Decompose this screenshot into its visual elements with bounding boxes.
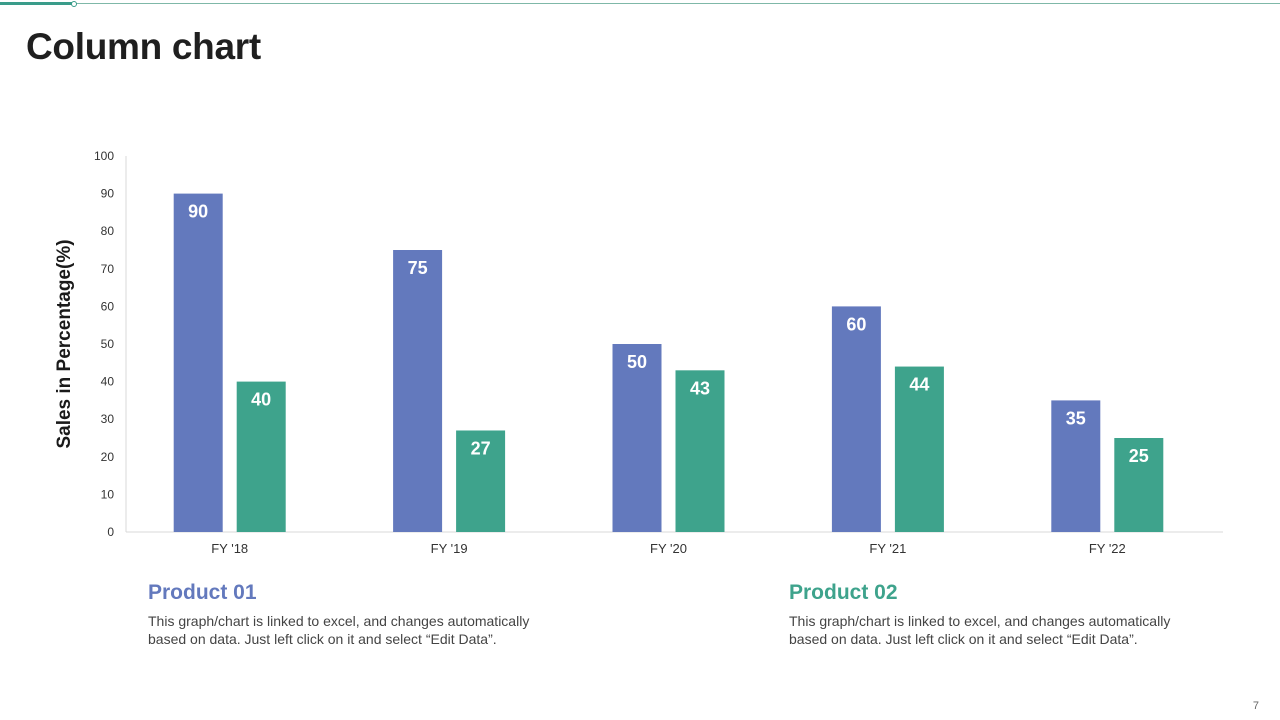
data-label-product-01: 50	[627, 352, 647, 372]
top-accent-bar	[0, 2, 74, 5]
bar-product-02[interactable]	[236, 381, 286, 532]
bar-product-01[interactable]	[393, 250, 443, 532]
y-tick-label: 30	[101, 412, 115, 426]
data-label-product-01: 90	[188, 202, 208, 222]
data-label-product-02: 40	[251, 390, 271, 410]
data-label-product-01: 75	[408, 258, 428, 278]
data-label-product-02: 44	[909, 375, 929, 395]
x-category-label: FY '18	[211, 541, 248, 556]
data-label-product-02: 25	[1129, 446, 1149, 466]
column-chart[interactable]: 0 10 20 30 40 50 60 70 80 90 100 Sales in Percentag…	[40, 140, 1240, 565]
data-label-product-02: 43	[690, 378, 710, 398]
y-tick-label: 50	[101, 337, 115, 351]
page-number: 7	[1252, 700, 1259, 712]
data-label-product-01: 35	[1066, 408, 1086, 428]
y-tick-label: 40	[101, 375, 115, 389]
page-title: Column chart	[26, 26, 261, 67]
product-01-description: This graph/chart is linked to excel, and…	[148, 613, 530, 647]
product-01-title: Product 01	[148, 581, 257, 604]
bar-product-02[interactable]	[456, 430, 506, 532]
bar-product-02[interactable]	[894, 366, 944, 532]
y-tick-label: 90	[101, 187, 115, 201]
y-tick-label: 0	[107, 525, 114, 539]
top-accent-dot	[71, 1, 77, 7]
top-divider-line	[0, 3, 1280, 4]
y-tick-label: 60	[101, 299, 115, 313]
y-tick-label: 70	[101, 262, 115, 276]
data-label-product-01: 60	[846, 314, 866, 334]
y-axis-title: Sales in Percentage(%)	[54, 239, 75, 448]
y-tick-label: 100	[94, 149, 114, 163]
bar-product-02[interactable]	[675, 370, 725, 532]
bar-product-01[interactable]	[1051, 400, 1101, 532]
product-02-description: This graph/chart is linked to excel, and…	[789, 613, 1171, 647]
x-category-label: FY '21	[869, 541, 906, 556]
x-category-label: FY '20	[650, 541, 687, 556]
bar-product-01[interactable]	[612, 344, 662, 532]
x-category-label: FY '19	[431, 541, 468, 556]
bar-product-02[interactable]	[1114, 438, 1164, 532]
x-category-label: FY '22	[1089, 541, 1126, 556]
bar-product-01[interactable]	[831, 306, 881, 532]
data-label-product-02: 27	[471, 438, 491, 458]
product-02-title: Product 02	[789, 581, 898, 604]
y-tick-label: 10	[101, 487, 115, 501]
bar-product-01[interactable]	[173, 193, 223, 532]
y-tick-label: 20	[101, 450, 115, 464]
y-tick-label: 80	[101, 224, 115, 238]
